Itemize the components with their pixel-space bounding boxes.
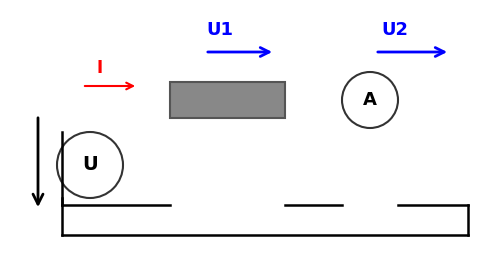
Text: U: U [82, 155, 98, 175]
Text: U1: U1 [207, 21, 233, 39]
Text: I: I [97, 59, 103, 77]
Circle shape [57, 132, 123, 198]
Bar [170, 82, 285, 118]
Text: U2: U2 [382, 21, 409, 39]
Text: A: A [363, 91, 377, 109]
Circle shape [342, 72, 398, 128]
